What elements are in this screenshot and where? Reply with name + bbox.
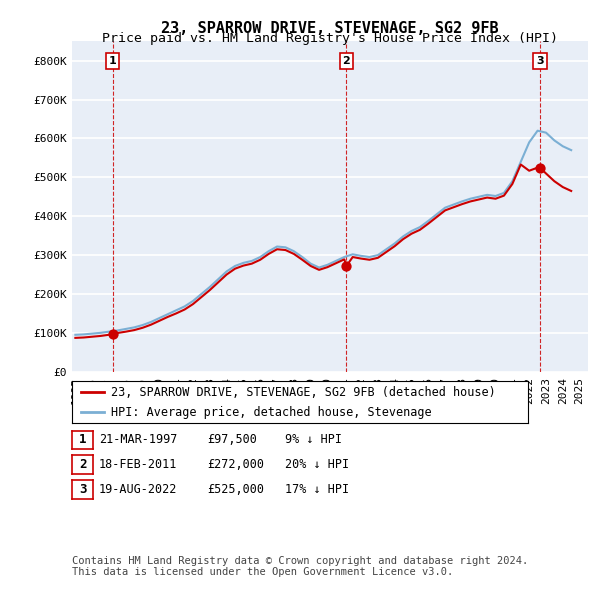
Text: Contains HM Land Registry data © Crown copyright and database right 2024.: Contains HM Land Registry data © Crown c… [72,556,528,566]
Text: This data is licensed under the Open Government Licence v3.0.: This data is licensed under the Open Gov… [72,567,453,577]
Text: 3: 3 [536,56,544,66]
Text: 2: 2 [79,458,86,471]
Point [341,261,351,271]
Text: 17% ↓ HPI: 17% ↓ HPI [285,483,349,496]
Text: 20% ↓ HPI: 20% ↓ HPI [285,458,349,471]
Point [108,329,118,339]
Text: £272,000: £272,000 [207,458,264,471]
Text: 1: 1 [109,56,116,66]
Text: 3: 3 [79,483,86,496]
Text: 21-MAR-1997: 21-MAR-1997 [99,434,178,447]
Text: 18-FEB-2011: 18-FEB-2011 [99,458,178,471]
Point [535,163,545,172]
Text: 19-AUG-2022: 19-AUG-2022 [99,483,178,496]
Text: 1: 1 [79,434,86,447]
Text: £525,000: £525,000 [207,483,264,496]
Text: HPI: Average price, detached house, Stevenage: HPI: Average price, detached house, Stev… [111,406,431,419]
Text: 9% ↓ HPI: 9% ↓ HPI [285,434,342,447]
Text: £97,500: £97,500 [207,434,257,447]
Text: 2: 2 [343,56,350,66]
Text: 23, SPARROW DRIVE, STEVENAGE, SG2 9FB: 23, SPARROW DRIVE, STEVENAGE, SG2 9FB [161,21,499,35]
Text: Price paid vs. HM Land Registry's House Price Index (HPI): Price paid vs. HM Land Registry's House … [102,32,558,45]
Text: 23, SPARROW DRIVE, STEVENAGE, SG2 9FB (detached house): 23, SPARROW DRIVE, STEVENAGE, SG2 9FB (d… [111,386,496,399]
